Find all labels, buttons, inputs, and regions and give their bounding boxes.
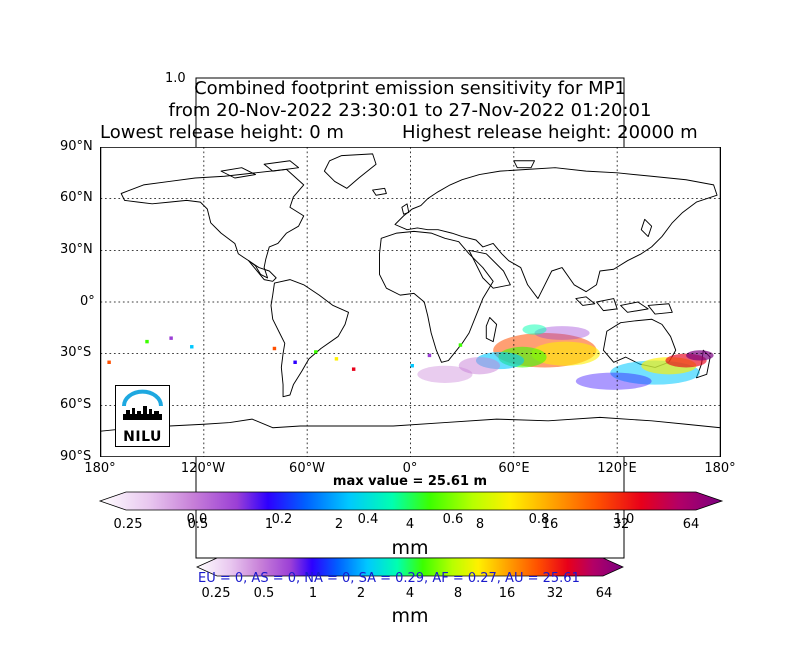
- colorbar-secondary-tick: 0.5: [253, 586, 275, 601]
- colorbar-tick: 8: [475, 517, 485, 532]
- nilu-logo-text: NILU: [123, 429, 162, 445]
- graticule: [100, 147, 721, 457]
- colorbar-tick: 32: [612, 517, 630, 532]
- colorbar-secondary-tick: 2: [356, 586, 366, 601]
- colorbar-secondary-tick: 8: [453, 586, 463, 601]
- colorbar-tick: 0.25: [113, 517, 143, 532]
- colorbar-tick: 2: [334, 517, 344, 532]
- colorbar-main: [98, 491, 724, 511]
- colorbar-secondary-tick: 0.25: [201, 586, 231, 601]
- lon-label: 60°E: [498, 461, 530, 476]
- colorbar-tick: 4: [405, 517, 415, 532]
- lat-label: 30°S: [60, 345, 92, 360]
- map-subtitle-dates: from 20-Nov-2022 23:30:01 to 27-Nov-2022…: [168, 100, 652, 121]
- lat-label: 60°N: [60, 190, 93, 205]
- overlay-x-tick: 0.4: [357, 512, 379, 527]
- colorbar-tick: 0.5: [187, 517, 209, 532]
- lat-label: 0°: [80, 294, 95, 309]
- release-height-high: Highest release height: 20000 m: [402, 122, 698, 143]
- colorbar-tick: 16: [541, 517, 559, 532]
- colorbar-secondary-tick: 1: [308, 586, 318, 601]
- max-value-label: max value = 25.61 m: [332, 474, 488, 489]
- lat-label: 90°S: [60, 449, 92, 464]
- map-title: Combined footprint emission sensitivity …: [194, 78, 626, 99]
- sparse-plume-specks: [107, 336, 463, 371]
- lon-label: 180°: [84, 461, 116, 476]
- colorbar-secondary: [196, 557, 624, 577]
- world-map: [100, 147, 721, 457]
- lon-label: 0°: [402, 461, 418, 476]
- colorbar-secondary-unit: mm: [391, 605, 429, 627]
- colorbar-secondary-tick: 64: [595, 586, 613, 601]
- colorbar-secondary-tick: 16: [498, 586, 516, 601]
- overlay-x-tick: 0.2: [271, 512, 293, 527]
- colorbar-secondary-tick: 4: [405, 586, 415, 601]
- overlay-corner-label: 1.0: [165, 71, 186, 86]
- colorbar-secondary-tick: 32: [546, 586, 564, 601]
- nilu-logo-mark: [122, 389, 163, 420]
- lon-label: 120°E: [597, 461, 637, 476]
- colorbar-unit: mm: [391, 537, 429, 559]
- map-frame: [100, 147, 721, 457]
- lat-label: 90°N: [60, 139, 93, 154]
- overlay-x-tick: 0.0: [186, 512, 208, 527]
- overlay-x-tick: 0.8: [528, 512, 550, 527]
- overlay-x-tick: 1.0: [613, 512, 635, 527]
- lon-label: 180°: [704, 461, 736, 476]
- overlay-x-tick: 0.6: [442, 512, 464, 527]
- emission-sensitivity-plume: [417, 324, 714, 390]
- lat-label: 30°N: [60, 242, 93, 257]
- colorbar-tick: 1: [264, 517, 274, 532]
- lon-label: 120°W: [180, 461, 226, 476]
- nilu-logo: NILU: [115, 385, 170, 447]
- release-height-low: Lowest release height: 0 m: [100, 122, 344, 143]
- lon-label: 60°W: [289, 461, 325, 476]
- lat-label: 60°S: [60, 397, 92, 412]
- region-summary: EU = 0, AS = 0, NA = 0, SA = 0.29, AF = …: [198, 571, 580, 586]
- colorbar-tick: 64: [682, 517, 700, 532]
